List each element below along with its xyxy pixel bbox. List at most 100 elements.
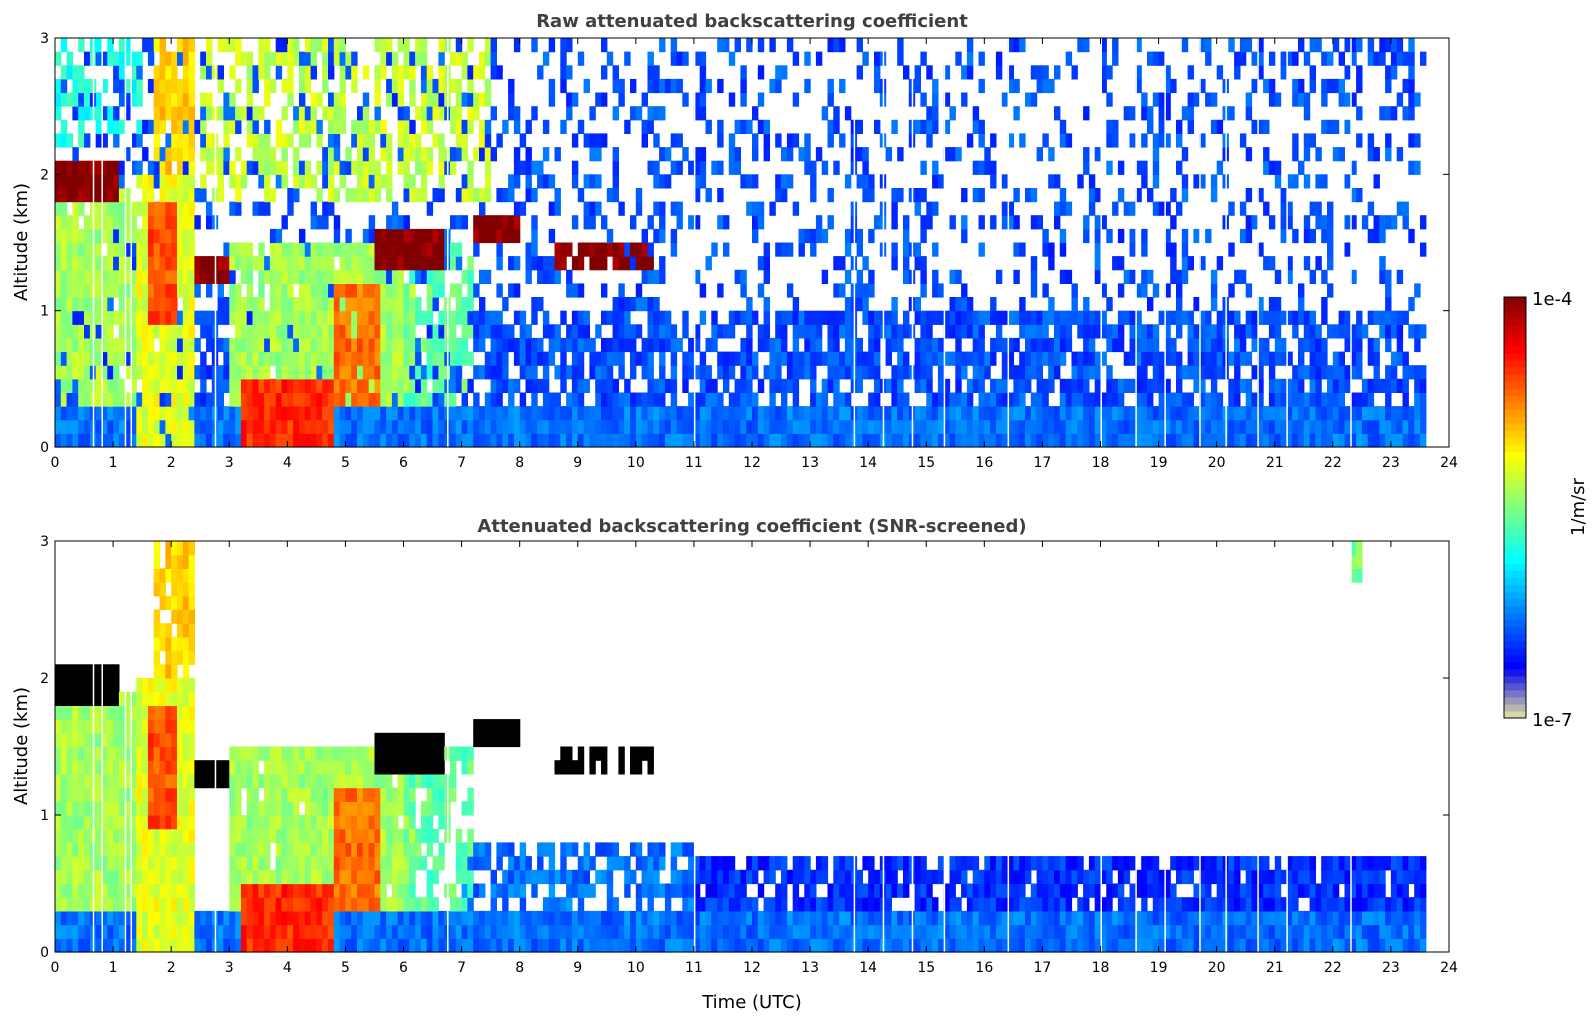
heatmap-cell xyxy=(153,433,161,448)
heatmap-cell xyxy=(844,106,852,121)
heatmap-cell xyxy=(397,324,405,339)
heatmap-cell xyxy=(1414,378,1421,393)
heatmap-cell xyxy=(966,433,974,448)
heatmap-cell xyxy=(403,392,410,407)
heatmap-cell xyxy=(467,188,474,203)
heatmap-cell xyxy=(874,365,881,380)
heatmap-cell xyxy=(142,201,149,216)
heatmap-cell xyxy=(136,324,143,339)
heatmap-cell xyxy=(322,787,329,802)
heatmap-cell xyxy=(630,242,637,257)
heatmap-cell xyxy=(258,365,265,380)
heatmap-cell xyxy=(391,215,399,230)
heatmap-cell xyxy=(438,38,445,53)
heatmap-cell xyxy=(513,283,521,298)
heatmap-cell xyxy=(84,910,91,926)
heatmap-cell xyxy=(839,78,846,94)
heatmap-cell xyxy=(124,201,132,216)
heatmap-cell xyxy=(95,337,103,353)
heatmap-cell xyxy=(525,119,532,134)
heatmap-cell xyxy=(995,269,1003,284)
heatmap-cell xyxy=(310,869,317,885)
heatmap-cell xyxy=(66,256,73,271)
heatmap-cell xyxy=(949,147,956,162)
heatmap-cell xyxy=(659,351,666,366)
heatmap-cell xyxy=(328,297,335,312)
heatmap-cell xyxy=(1042,419,1049,434)
heatmap-cell xyxy=(525,242,532,257)
heatmap-cell xyxy=(264,746,271,761)
heatmap-cell xyxy=(351,406,358,421)
heatmap-cell xyxy=(1158,419,1165,434)
heatmap-cell xyxy=(159,705,166,720)
heatmap-cell xyxy=(833,160,840,175)
heatmap-cell xyxy=(455,215,463,230)
heatmap-cell xyxy=(473,147,480,162)
heatmap-cell xyxy=(153,760,161,775)
heatmap-cell xyxy=(55,324,62,339)
heatmap-cell xyxy=(159,732,166,748)
heatmap-cell xyxy=(1152,201,1160,216)
heatmap-cell xyxy=(124,283,132,298)
heatmap-cell xyxy=(775,337,782,353)
heatmap-cell xyxy=(589,351,596,366)
heatmap-cell xyxy=(95,174,103,189)
heatmap-cell xyxy=(107,828,114,843)
heatmap-cell xyxy=(1065,201,1073,216)
heatmap-cell xyxy=(322,297,329,312)
heatmap-cell xyxy=(374,269,381,284)
heatmap-cell xyxy=(1280,351,1287,366)
heatmap-cell xyxy=(920,256,927,271)
heatmap-cell xyxy=(699,392,707,407)
heatmap-cell xyxy=(874,324,881,339)
heatmap-cell xyxy=(287,924,294,939)
heatmap-cell xyxy=(328,283,335,298)
heatmap-cell xyxy=(171,582,178,597)
heatmap-cell xyxy=(252,760,259,775)
heatmap-cell xyxy=(1071,406,1078,421)
heatmap-cell xyxy=(955,310,962,325)
heatmap-cell xyxy=(966,378,974,393)
x-tick-label: 15 xyxy=(917,455,935,471)
heatmap-cell xyxy=(740,310,747,325)
heatmap-cell xyxy=(903,392,910,407)
heatmap-cell xyxy=(293,773,300,789)
heatmap-cell xyxy=(304,378,312,393)
heatmap-cell xyxy=(937,283,945,298)
heatmap-cell xyxy=(1350,160,1357,175)
heatmap-cell xyxy=(693,406,701,421)
heatmap-cell xyxy=(1344,38,1351,53)
missing-profile-gap xyxy=(1007,38,1010,447)
heatmap-cell xyxy=(664,78,672,94)
heatmap-cell xyxy=(1187,310,1194,325)
heatmap-cell xyxy=(438,160,445,175)
heatmap-cell xyxy=(1263,119,1270,134)
heatmap-cell xyxy=(275,938,283,953)
missing-profile-gap xyxy=(447,38,449,447)
heatmap-cell xyxy=(194,910,201,926)
heatmap-cell xyxy=(1228,392,1235,407)
heatmap-cell xyxy=(1030,92,1038,107)
heatmap-cell xyxy=(577,188,585,203)
heatmap-cell xyxy=(1170,215,1177,230)
heatmap-cell xyxy=(1234,351,1241,366)
heatmap-cell xyxy=(269,406,277,421)
heatmap-cell xyxy=(60,215,68,230)
heatmap-cell xyxy=(420,160,428,175)
heatmap-cell xyxy=(246,406,254,421)
heatmap-cell xyxy=(1152,51,1160,66)
heatmap-cell xyxy=(293,256,300,271)
heatmap-cell xyxy=(328,337,335,353)
heatmap-cell xyxy=(153,582,161,597)
heatmap-cell xyxy=(1332,378,1340,393)
heatmap-cell xyxy=(287,392,294,407)
heatmap-cell xyxy=(165,924,172,939)
heatmap-cell xyxy=(1094,351,1102,366)
heatmap-cell xyxy=(95,297,103,312)
heatmap-cell xyxy=(1048,147,1055,162)
heatmap-cell xyxy=(147,78,155,94)
heatmap-cell xyxy=(113,78,120,94)
heatmap-cell xyxy=(612,351,619,366)
heatmap-cell xyxy=(391,392,399,407)
heatmap-cell xyxy=(136,883,143,898)
